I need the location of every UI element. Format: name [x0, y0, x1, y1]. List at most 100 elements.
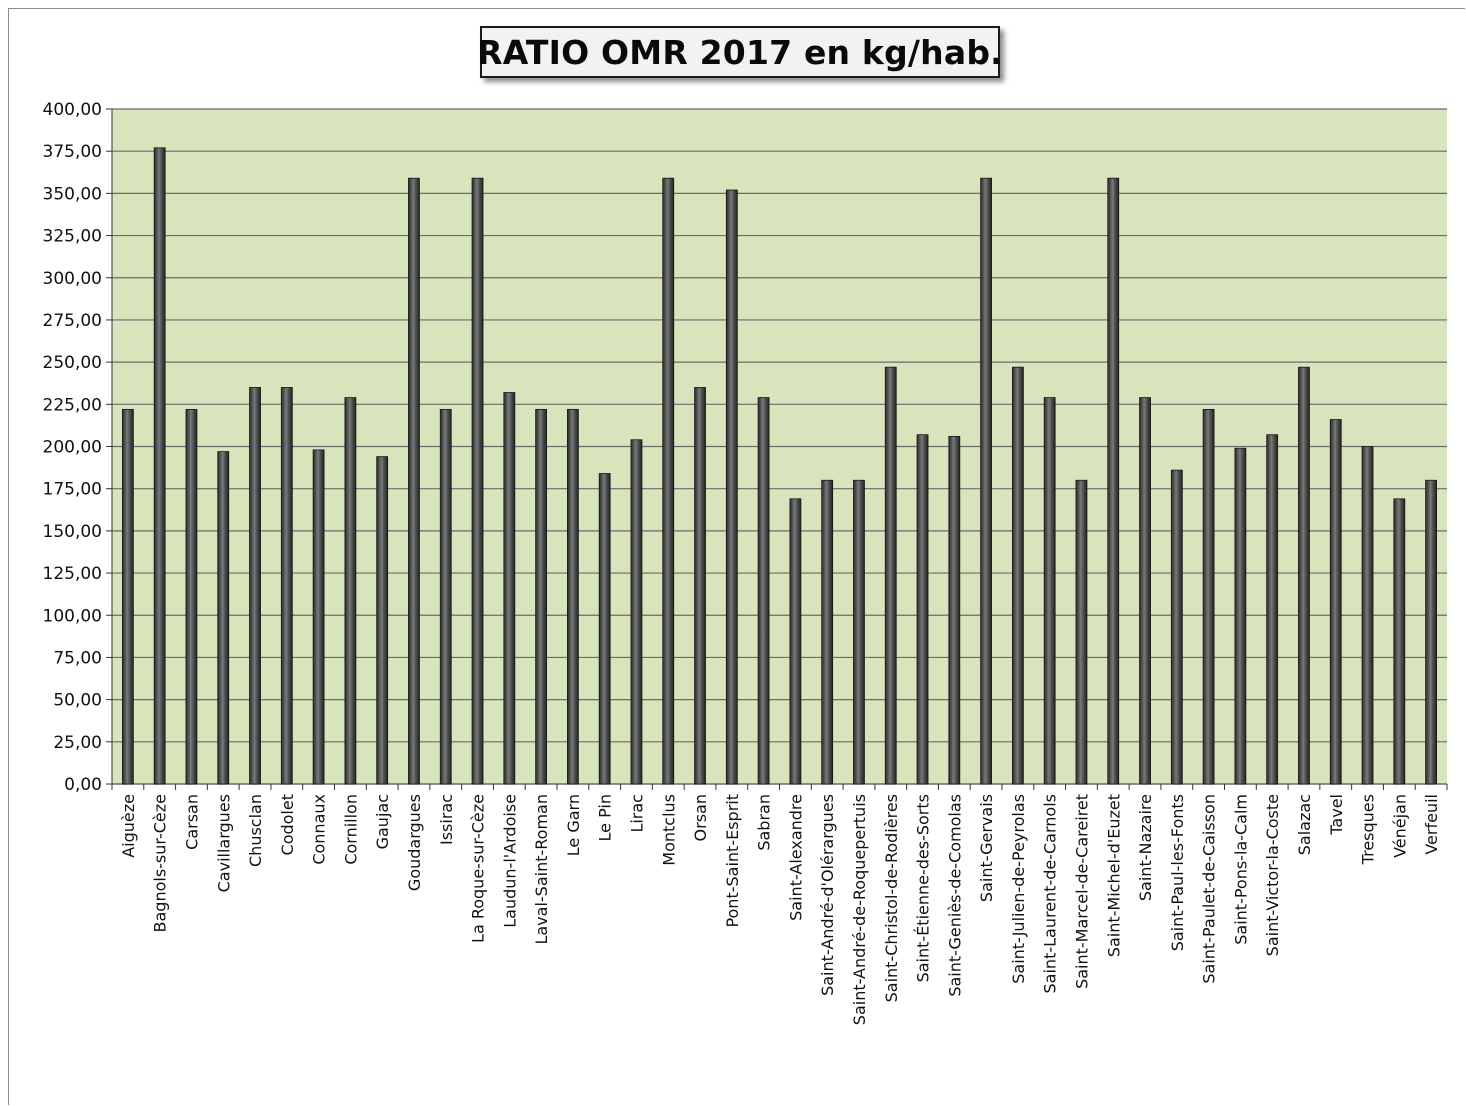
bar	[535, 408, 548, 785]
y-tick-label: 200,00	[43, 438, 102, 458]
bar	[1170, 469, 1183, 785]
bar	[821, 479, 834, 785]
bar	[853, 479, 865, 785]
x-category-label: Saint-Marcel-de-Careiret	[1072, 794, 1091, 989]
bars	[121, 147, 1438, 785]
bar	[1107, 177, 1120, 785]
x-category-label: Cornillon	[341, 794, 360, 865]
bar	[566, 408, 579, 785]
y-tick-label: 300,00	[43, 269, 102, 289]
bar	[1202, 408, 1215, 785]
y-tick-label: 150,00	[43, 522, 102, 542]
bar	[598, 473, 611, 785]
x-category-label: Saint-Alexandre	[786, 794, 805, 921]
y-tick-label: 225,00	[43, 395, 102, 415]
x-category-label: Lirac	[627, 794, 646, 833]
bar	[1329, 419, 1342, 785]
bar	[249, 387, 261, 785]
x-category-label: Saint-André-d'Olérargues	[818, 794, 837, 996]
x-category-label: Saint-Pons-la-Calm	[1231, 794, 1250, 945]
bar	[725, 189, 738, 785]
bar	[153, 147, 166, 785]
bar	[916, 434, 929, 785]
x-category-label: Saint-Paul-les-Fonts	[1168, 794, 1187, 951]
y-tick-label: 50,00	[53, 691, 102, 711]
y-tick-label: 325,00	[43, 227, 102, 247]
y-tick-label: 250,00	[43, 353, 102, 373]
x-category-label: Saint-Gervais	[977, 794, 996, 902]
x-category-label: Saint-Michel-d'Euzet	[1104, 794, 1123, 957]
x-category-label: Laval-Saint-Roman	[532, 794, 551, 945]
x-category-label: Saint-Victor-la-Coste	[1263, 794, 1282, 956]
bar	[121, 408, 134, 785]
x-category-label: Saint-Julien-de-Peyrolas	[1009, 794, 1028, 984]
y-tick-label: 100,00	[43, 606, 102, 626]
bar	[630, 439, 643, 785]
x-category-label: Saint-Christol-de-Rodières	[882, 794, 901, 1002]
x-category-label: Montclus	[659, 794, 678, 866]
bar	[1011, 366, 1024, 785]
bar	[471, 177, 484, 785]
bar	[439, 408, 452, 785]
bar	[1425, 479, 1438, 785]
bar	[884, 366, 897, 785]
bar	[280, 387, 293, 785]
y-tick-label: 375,00	[43, 142, 102, 162]
bar	[1393, 498, 1406, 785]
x-category-label: Tresques	[1359, 794, 1378, 865]
x-category-label: Sabran	[755, 794, 774, 851]
x-category-label: Saint-Geniès-de-Comolas	[945, 794, 964, 997]
bar	[1139, 397, 1151, 785]
bar	[948, 435, 961, 785]
x-category-label: Laudun-l'Ardoise	[500, 794, 519, 928]
x-category-label: Codolet	[278, 794, 297, 855]
bar	[789, 498, 802, 785]
y-tick-label: 125,00	[43, 564, 102, 584]
x-category-label: Le Pin	[596, 794, 615, 841]
y-tick-label: 25,00	[53, 733, 102, 753]
y-tick-label: 350,00	[43, 184, 102, 204]
y-tick-label: 75,00	[53, 648, 102, 668]
y-tick-label: 400,00	[43, 100, 102, 120]
x-category-label: Tavel	[1327, 794, 1346, 836]
bar	[503, 392, 516, 785]
bar	[1234, 447, 1247, 785]
x-category-label: Cavillargues	[214, 794, 233, 892]
x-category-label: Verfeuil	[1422, 794, 1441, 855]
bar	[312, 449, 325, 785]
y-tick-label: 0,00	[64, 775, 102, 795]
x-category-label: Vénéjan	[1390, 794, 1409, 858]
x-category-label: Carsan	[182, 794, 201, 850]
x-category-label: Gaujac	[373, 794, 392, 849]
x-category-label: Saint-Laurent-de-Carnols	[1041, 794, 1060, 993]
y-tick-label: 175,00	[43, 480, 102, 500]
bar	[1043, 397, 1056, 785]
gridlines	[112, 108, 1447, 785]
x-category-label: Goudargues	[405, 794, 424, 891]
x-category-label: Le Garn	[564, 794, 583, 856]
x-category-label: Issirac	[437, 794, 456, 845]
x-category-label: Saint-Nazaire	[1136, 794, 1155, 901]
bar	[980, 177, 993, 785]
bar	[1361, 446, 1374, 785]
x-category-label: Pont-Saint-Esprit	[723, 794, 742, 928]
x-category-label: Bagnols-sur-Cèze	[151, 794, 170, 932]
y-axis: 0,00 25,00 50,00 75,00 100,00 125,00 150,00 175…	[43, 100, 113, 795]
x-category-label: Saint-Paulet-de-Caisson	[1200, 794, 1219, 984]
chart-title-box: RATIO OMR 2017 en kg/hab.	[477, 26, 1003, 78]
x-category-label: Saint-André-de-Roquepertuis	[850, 794, 869, 1025]
bar	[376, 456, 389, 785]
chart-title: RATIO OMR 2017 en kg/hab.	[477, 32, 1003, 72]
bar	[757, 397, 770, 785]
bar	[344, 397, 357, 785]
x-category-label: Aiguèze	[119, 794, 138, 858]
bar	[185, 408, 198, 785]
bar	[662, 177, 675, 785]
bar	[694, 387, 706, 785]
x-category-label: Connaux	[310, 794, 329, 865]
y-tick-label: 275,00	[43, 311, 102, 331]
x-category-label: Chusclan	[246, 794, 265, 867]
bar	[408, 177, 420, 785]
x-category-label: Orsan	[691, 794, 710, 841]
